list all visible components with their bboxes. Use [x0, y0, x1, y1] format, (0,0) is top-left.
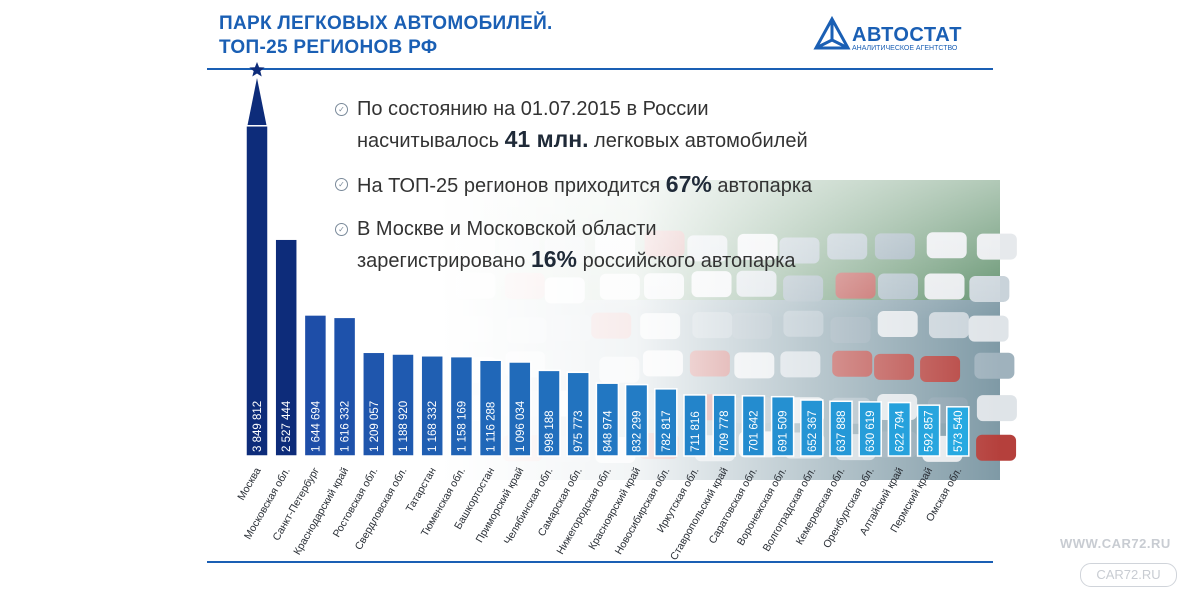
category-label: Свердловская обл. — [353, 466, 410, 553]
bar — [449, 355, 474, 457]
category-label: Москва — [235, 465, 263, 502]
bar-value-label: 848 974 — [602, 410, 614, 452]
bar — [537, 369, 561, 457]
fact-1-tail: легковых автомобилей — [588, 130, 808, 152]
snowflake-logo-icon — [813, 16, 851, 50]
bar-value-label: 709 778 — [719, 410, 731, 452]
bar — [332, 316, 357, 457]
bar — [829, 400, 853, 457]
bar-value-label: 637 888 — [836, 410, 848, 452]
bar-value-label: 832 299 — [632, 410, 644, 452]
bar — [741, 395, 766, 457]
watermark-site: WWW.CAR72.RU — [1060, 536, 1171, 551]
bar — [654, 388, 678, 457]
key-facts-list: ✓ По состоянию на 01.07.2015 в России на… — [335, 94, 855, 289]
bar — [858, 401, 882, 457]
bar-value-label: 711 816 — [690, 411, 702, 452]
logo-subtitle: АНАЛИТИЧЕСКОЕ АГЕНТСТВО — [852, 45, 958, 52]
fact-2-text: На ТОП-25 регионов приходится — [357, 175, 666, 197]
bar-value-label: 573 540 — [953, 410, 965, 452]
check-circle-icon: ✓ — [335, 178, 348, 191]
bar — [420, 355, 444, 457]
fact-2-highlight: 67% — [665, 171, 712, 197]
bar — [770, 395, 795, 457]
bar-value-label: 630 619 — [865, 410, 877, 452]
bar — [683, 394, 707, 457]
bar — [566, 371, 590, 457]
bar — [508, 361, 532, 457]
fact-item-2: ✓ На ТОП-25 регионов приходится 67% авто… — [335, 169, 855, 201]
bar-value-label: 622 794 — [894, 410, 906, 452]
bar-value-label: 998 188 — [544, 410, 556, 452]
bar-value-label: 1 158 169 — [456, 401, 468, 452]
bar — [478, 359, 503, 457]
bar — [362, 351, 386, 457]
page-title-line1: ПАРК ЛЕГКОВЫХ АВТОМОБИЛЕЙ. — [219, 13, 553, 34]
fact-1-line1: По состоянию на 01.07.2015 в России — [357, 98, 709, 120]
bar — [624, 383, 649, 457]
category-label: Краснодарский край — [291, 465, 351, 557]
check-circle-icon: ✓ — [335, 103, 348, 116]
bar-value-label: 592 857 — [924, 410, 936, 452]
fact-item-1: ✓ По состоянию на 01.07.2015 в России на… — [335, 94, 855, 156]
bar-value-label: 2 527 444 — [281, 400, 293, 452]
fact-2-tail: автопарка — [711, 175, 813, 197]
bar-value-label: 701 642 — [748, 410, 760, 452]
bar — [595, 382, 620, 457]
bar — [274, 238, 298, 457]
bar-value-label: 1 644 694 — [310, 400, 322, 452]
bar-value-label: 1 168 332 — [427, 401, 439, 452]
bar — [391, 353, 415, 457]
fact-3-text: зарегистрировано — [357, 250, 531, 272]
bar-value-label: 652 367 — [807, 410, 819, 452]
bar-value-label: 1 188 920 — [398, 401, 410, 452]
kremlin-spire-icon — [247, 62, 267, 128]
fact-3-line1: В Москве и Московской области — [357, 218, 657, 240]
fact-3-tail: российского автопарка — [577, 250, 796, 272]
fact-item-3: ✓ В Москве и Московской области зарегист… — [335, 214, 855, 276]
bar — [916, 404, 941, 457]
avtostat-logo: АВТОСТАТ АНАЛИТИЧЕСКОЕ АГЕНТСТВО — [812, 14, 972, 54]
fact-1-text: насчитывалось — [357, 130, 505, 152]
bar — [800, 399, 824, 457]
bar-value-label: 782 817 — [661, 410, 673, 452]
fact-3-highlight: 16% — [530, 246, 578, 272]
fact-1-highlight: 41 млн. — [504, 126, 589, 152]
page-title-line2: ТОП-25 РЕГИОНОВ РФ — [219, 37, 438, 58]
bar-value-label: 975 773 — [573, 410, 585, 452]
bar — [303, 314, 328, 457]
bar — [712, 394, 736, 457]
bar-value-label: 1 116 288 — [486, 402, 498, 452]
bar — [887, 401, 912, 457]
bar-value-label: 1 616 332 — [340, 401, 352, 452]
check-circle-icon: ✓ — [335, 223, 348, 236]
bar-value-label: 1 209 057 — [369, 401, 381, 452]
bar-value-label: 1 096 034 — [515, 400, 527, 452]
bar — [245, 125, 269, 457]
bar-value-label: 691 509 — [778, 410, 790, 452]
page-title: ПАРК ЛЕГКОВЫХ АВТОМОБИЛЕЙ. ТОП-25 РЕГИОН… — [219, 12, 553, 60]
logo-name: АВТОСТАТ — [852, 24, 962, 46]
watermark-badge: CAR72.RU — [1080, 563, 1177, 587]
bar — [946, 406, 970, 457]
bar-value-label: 3 849 812 — [252, 401, 264, 452]
